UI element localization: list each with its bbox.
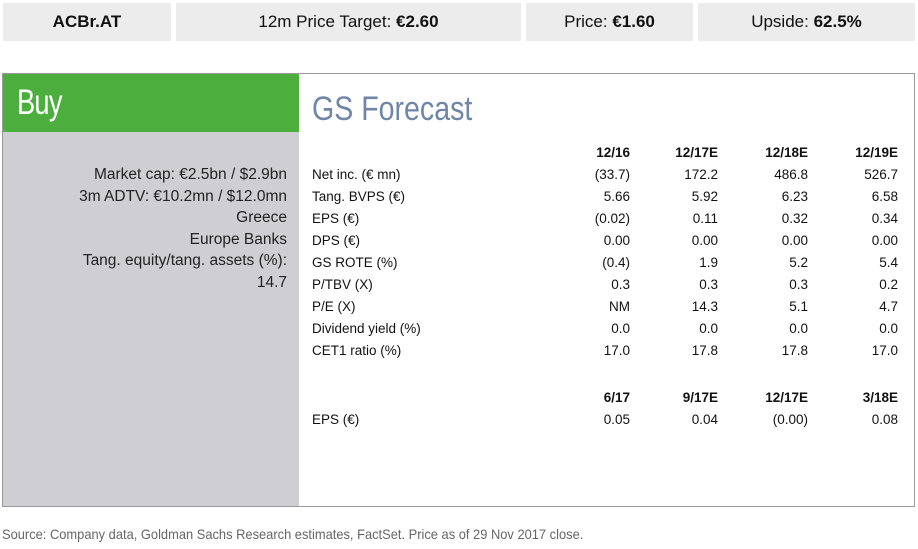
table-cell: 17.0 [871,343,898,358]
table-row: P/E (X) NM 14.3 5.1 4.7 [312,296,912,318]
ticker: ACBr.AT [3,3,171,41]
table-row: DPS (€) 0.00 0.00 0.00 0.00 [312,230,912,252]
table-cell: 0.11 [692,211,718,226]
table-row: Dividend yield (%) 0.0 0.0 0.0 0.0 [312,318,912,340]
table-row: P/TBV (X) 0.3 0.3 0.3 0.2 [312,274,912,296]
upside-value: 62.5% [813,12,862,31]
tang-equity-value: 14.7 [256,273,287,291]
price-target-label: 12m Price Target: [258,12,392,31]
row-label: Dividend yield (%) [312,321,421,336]
table-cell: 5.66 [603,189,630,204]
table-row: EPS (€) 0.05 0.04 (0.00) 0.08 [312,409,912,431]
row-label: P/E (X) [312,299,356,314]
table-cell: 6.23 [781,189,808,204]
sector: Europe Banks [189,230,287,248]
table-header-row: 6/17 9/17E 12/17E 3/18E [312,387,912,409]
adtv: 3m ADTV: €10.2mn / $12.0mn [79,187,287,205]
table-cell: 5.92 [691,189,718,204]
table-row: EPS (€) (0.02) 0.11 0.32 0.34 [312,208,912,230]
rating-label: Buy [17,83,62,122]
table-cell: 0.0 [699,321,718,336]
table-cell: 5.1 [789,299,808,314]
table-row: GS ROTE (%) (0.4) 1.9 5.2 5.4 [312,252,912,274]
country: Greece [236,209,287,226]
table-row: Net inc. (€ mn) (33.7) 172.2 486.8 526.7 [312,164,912,186]
summary-bar: ACBr.AT 12m Price Target: €2.60 Price: €… [0,0,918,44]
table-cell: 0.3 [789,277,808,292]
table-cell: (0.4) [602,255,630,270]
table-cell: 172.2 [684,167,718,182]
forecast-title: GS Forecast [312,90,473,128]
column-header: 12/18E [765,145,808,160]
table-cell: 0.0 [879,321,898,336]
table-cell: 1.9 [699,255,718,270]
company-meta: Market cap: €2.5bn / $2.9bn 3m ADTV: €10… [79,164,287,293]
price-target: 12m Price Target: €2.60 [176,3,521,41]
company-info-panel: Buy Market cap: €2.5bn / $2.9bn 3m ADTV:… [3,74,299,506]
table-cell: (0.00) [772,412,808,427]
table-cell: 14.3 [691,299,718,314]
row-label: CET1 ratio (%) [312,343,402,358]
table-cell: 0.00 [871,233,898,248]
price-target-value: €2.60 [396,12,439,31]
table-cell: 17.8 [691,343,718,358]
table-cell: 0.34 [871,211,898,226]
column-header: 12/16 [596,145,630,160]
table-row: Tang. BVPS (€) 5.66 5.92 6.23 6.58 [312,186,912,208]
source-footnote: Source: Company data, Goldman Sachs Rese… [2,526,584,542]
table-header-row: 12/16 12/17E 12/18E 12/19E [312,142,912,164]
price-label: Price: [564,12,608,31]
table-cell: 0.32 [781,211,808,226]
rating-banner: Buy [3,74,299,132]
row-label: P/TBV (X) [312,277,373,292]
table-cell: 0.0 [611,321,630,336]
table-cell: NM [609,299,630,314]
table-cell: (33.7) [594,167,630,182]
column-header: 6/17 [603,390,630,405]
table-cell: 0.0 [789,321,808,336]
table-cell: 17.8 [781,343,808,358]
table-cell: 0.05 [603,412,630,427]
row-label: EPS (€) [312,412,360,427]
table-cell: 0.00 [781,233,808,248]
column-header: 9/17E [682,390,718,405]
upside: Upside: 62.5% [698,3,915,41]
price-value: €1.60 [612,12,655,31]
upside-label: Upside: [751,12,809,31]
table-cell: 0.3 [611,277,630,292]
column-header: 3/18E [862,390,898,405]
table-cell: 4.7 [879,299,898,314]
column-header: 12/19E [855,145,898,160]
table-cell: 0.3 [699,277,718,292]
row-label: Tang. BVPS (€) [312,189,406,204]
rating-card: Buy Market cap: €2.5bn / $2.9bn 3m ADTV:… [2,73,915,507]
table-cell: 0.08 [871,412,898,427]
quarterly-forecast-table: 6/17 9/17E 12/17E 3/18E EPS (€) 0.05 0.0… [312,387,912,431]
table-cell: 0.00 [603,233,630,248]
column-header: 12/17E [675,145,718,160]
table-cell: (0.02) [594,211,630,226]
table-cell: 5.2 [789,255,808,270]
annual-forecast-table: 12/16 12/17E 12/18E 12/19E Net inc. (€ m… [312,142,912,362]
table-cell: 5.4 [879,255,898,270]
table-cell: 17.0 [603,343,630,358]
row-label: EPS (€) [312,211,360,226]
table-cell: 0.00 [691,233,718,248]
row-label: DPS (€) [312,233,361,248]
column-header: 12/17E [765,390,808,405]
table-cell: 486.8 [774,167,808,182]
row-label: Net inc. (€ mn) [312,167,401,182]
tang-equity-label: Tang. equity/tang. assets (%): [82,252,287,269]
market-cap: Market cap: €2.5bn / $2.9bn [93,166,287,183]
table-cell: 526.7 [864,167,898,182]
table-cell: 0.04 [691,412,718,427]
table-row: CET1 ratio (%) 17.0 17.8 17.8 17.0 [312,340,912,362]
table-cell: 0.2 [879,277,898,292]
table-cell: 6.58 [871,189,898,204]
row-label: GS ROTE (%) [312,255,398,270]
price: Price: €1.60 [526,3,693,41]
